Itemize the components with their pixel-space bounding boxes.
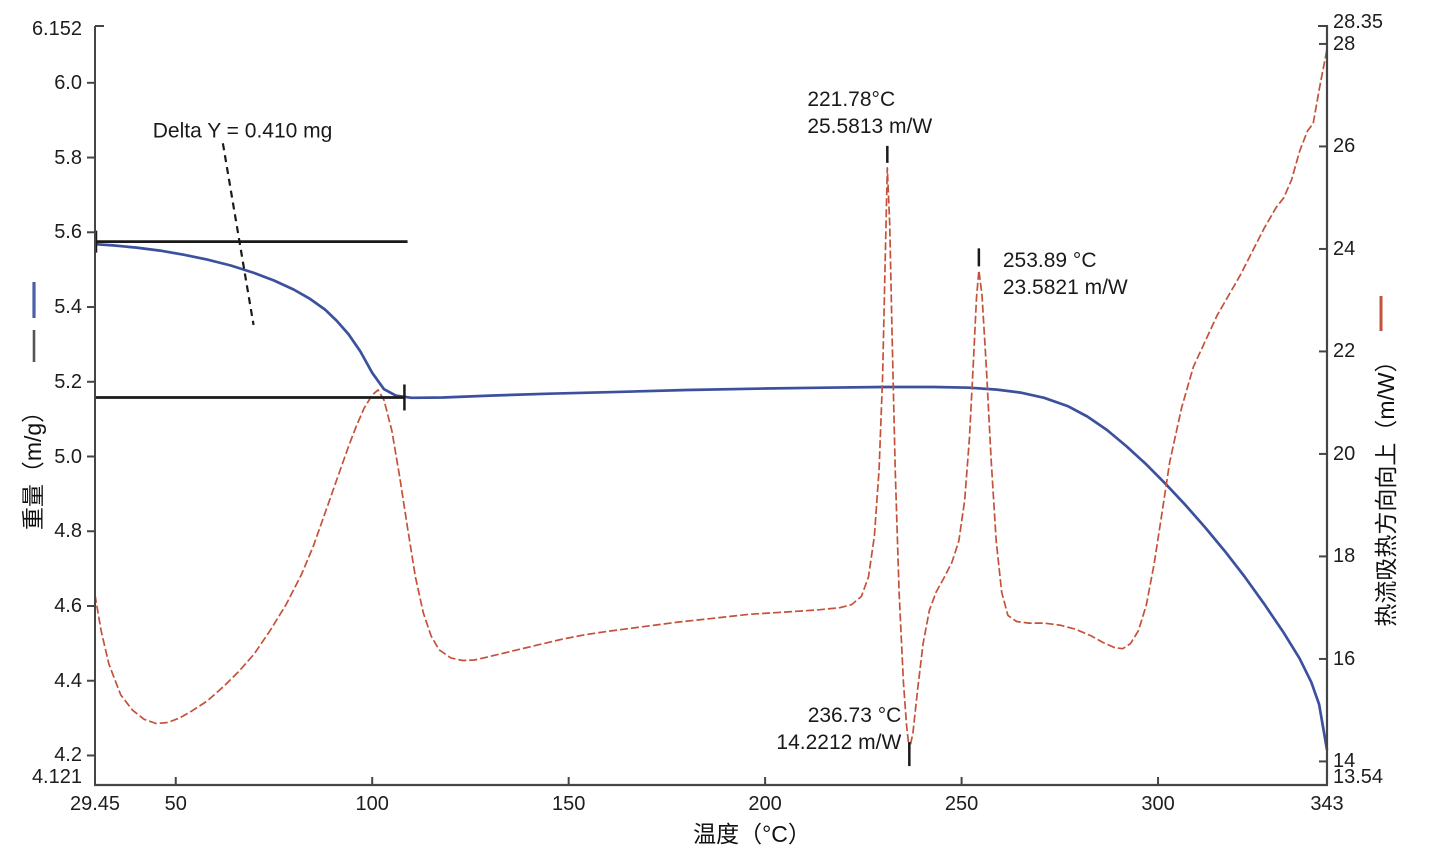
delta-leader-line [221, 143, 255, 326]
weight-curve [94, 242, 1329, 751]
heat_flow-curve [94, 48, 1328, 751]
